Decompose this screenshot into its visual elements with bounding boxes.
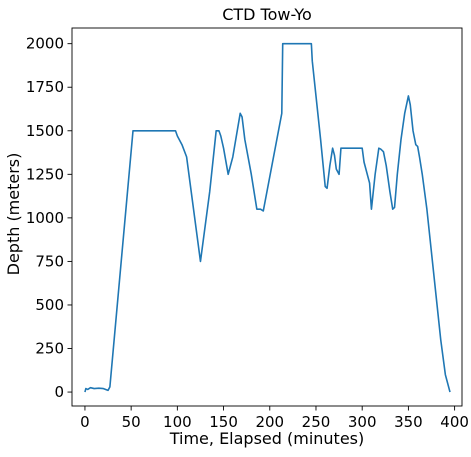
x-tick-label: 400 xyxy=(440,413,469,431)
y-tick-label: 1500 xyxy=(26,122,64,140)
y-tick-label: 500 xyxy=(35,296,64,314)
x-tick-label: 150 xyxy=(209,413,238,431)
y-tick-label: 0 xyxy=(54,383,64,401)
x-axis: 0 50 100 150 200 250 300 350 400 xyxy=(80,406,469,431)
x-tick-label: 250 xyxy=(302,413,331,431)
x-tick-label: 350 xyxy=(394,413,423,431)
y-axis-label: Depth (meters) xyxy=(4,153,23,276)
x-tick-label: 0 xyxy=(80,413,90,431)
y-axis: 0 250 500 750 1000 1250 1500 1750 2000 xyxy=(26,35,72,401)
chart-title: CTD Tow-Yo xyxy=(222,5,312,24)
series-line-0 xyxy=(84,42,451,393)
x-tick-label: 200 xyxy=(255,413,284,431)
y-tick-label: 250 xyxy=(35,340,64,358)
x-tick-label: 300 xyxy=(348,413,377,431)
x-tick-label: 50 xyxy=(122,413,141,431)
x-axis-label: Time, Elapsed (minutes) xyxy=(169,429,365,448)
y-tick-label: 750 xyxy=(35,252,64,270)
plot-area xyxy=(71,27,463,407)
y-tick-label: 1000 xyxy=(26,209,64,227)
y-tick-label: 2000 xyxy=(26,35,64,53)
x-tick-label: 100 xyxy=(163,413,192,431)
y-tick-label: 1750 xyxy=(26,78,64,96)
plot-frame xyxy=(71,27,463,407)
y-tick-label: 1250 xyxy=(26,165,64,183)
